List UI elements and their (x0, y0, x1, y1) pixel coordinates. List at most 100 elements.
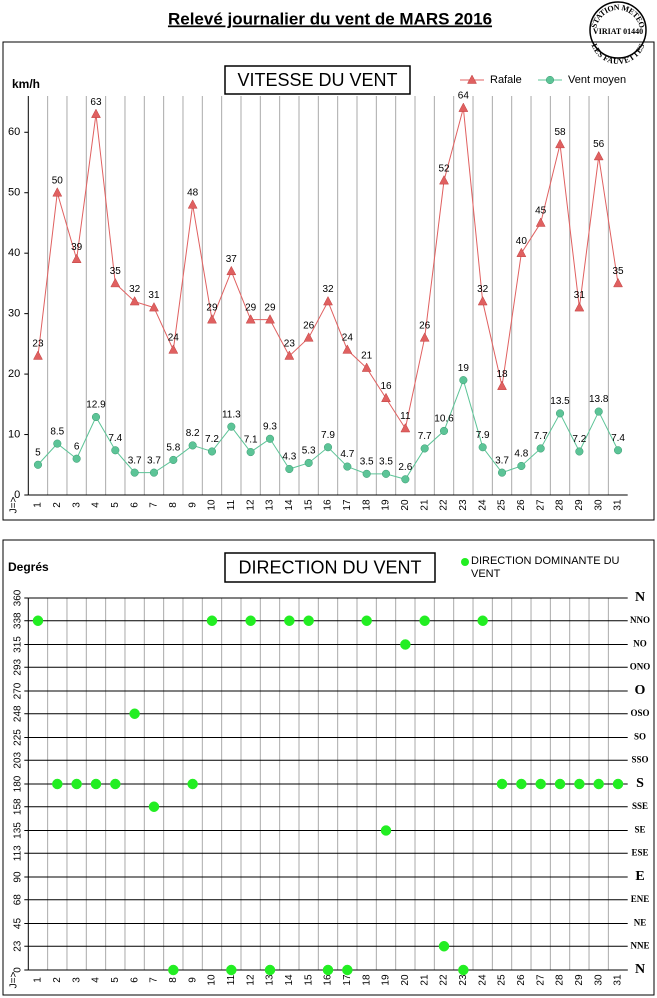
marker (111, 446, 120, 455)
marker (52, 778, 63, 790)
marker (323, 296, 333, 306)
marker (168, 344, 179, 354)
data-label: 3.7 (147, 455, 161, 466)
y-tick-label: 293 (13, 658, 24, 675)
data-label: 29 (245, 302, 257, 313)
data-label: 31 (574, 290, 586, 301)
marker (400, 422, 411, 433)
x-tick-label: 28 (555, 499, 566, 511)
data-label: 56 (593, 139, 605, 150)
x-tick-label: 16 (323, 974, 334, 986)
marker (342, 964, 353, 976)
data-label: 52 (438, 163, 450, 174)
marker (188, 441, 197, 450)
data-label: 3.5 (379, 456, 393, 467)
x-tick-label: 6 (129, 502, 140, 508)
x-axis-label: J=> (9, 972, 20, 989)
data-label: 32 (129, 284, 141, 295)
marker (265, 434, 275, 443)
marker (419, 332, 430, 342)
legend-label: Vent moyen (568, 74, 626, 86)
x-tick-label: 23 (458, 499, 469, 511)
marker (246, 448, 255, 457)
marker (362, 469, 371, 478)
marker (420, 444, 429, 453)
data-label: 13.5 (550, 396, 570, 407)
y2-tick-label: N (635, 962, 645, 977)
y2-tick-label: OSO (630, 708, 649, 718)
y-tick-label: 315 (13, 636, 24, 653)
marker (496, 778, 508, 790)
marker (110, 778, 121, 790)
marker (554, 778, 566, 790)
x-tick-label: 23 (458, 974, 469, 986)
marker (361, 362, 372, 372)
marker (419, 615, 430, 626)
data-label: 19 (458, 363, 470, 374)
stamp-circle (589, 1, 647, 59)
x-tick-label: 13 (265, 974, 276, 986)
marker (516, 247, 527, 257)
frame-1 (2, 41, 655, 521)
data-label: 29 (264, 302, 276, 313)
stamp-top-text: STATION METEO (589, 3, 647, 29)
y-tick-label: 158 (13, 798, 24, 815)
marker (187, 778, 198, 790)
data-label: 39 (71, 242, 83, 253)
y-tick-label: 180 (13, 775, 24, 792)
x-tick-label: 29 (574, 974, 585, 986)
y2-tick-label: NNE (630, 940, 649, 950)
marker (303, 332, 314, 342)
data-label: 4.8 (514, 449, 528, 460)
y-tick-label: 248 (13, 705, 24, 722)
x-tick-label: 22 (439, 974, 450, 986)
y2-tick-label: SSO (631, 754, 648, 764)
x-tick-label: 5 (110, 502, 121, 508)
x-tick-label: 31 (613, 974, 624, 986)
marker (342, 344, 353, 354)
x-tick-label: 19 (381, 499, 392, 511)
marker (129, 296, 140, 306)
x-tick-label: 19 (381, 974, 392, 986)
x-tick-label: 10 (207, 974, 218, 986)
marker (613, 446, 623, 455)
x-tick-label: 22 (439, 499, 450, 511)
marker (477, 615, 488, 626)
y-tick-label: 50 (8, 187, 20, 199)
stamp-mid: VIRIAT 01440 (593, 27, 643, 36)
data-label: 7.2 (205, 434, 219, 445)
data-label: 7.7 (534, 431, 548, 442)
data-label: 7.2 (572, 434, 586, 445)
x-tick-label: 7 (149, 977, 160, 983)
data-label: 5.3 (302, 446, 316, 457)
marker (458, 102, 469, 112)
marker (516, 778, 527, 790)
y-tick-label: 0 (14, 489, 20, 501)
x-tick-label: 24 (477, 499, 488, 511)
data-label: 29 (206, 302, 218, 313)
data-label: 7.9 (321, 430, 335, 441)
marker (129, 708, 140, 719)
data-label: 48 (187, 187, 199, 198)
y-tick-label: 338 (13, 612, 24, 629)
marker (459, 376, 468, 385)
marker (52, 187, 63, 197)
marker (574, 302, 585, 312)
y2-tick-label: E (635, 869, 644, 884)
marker (575, 447, 584, 456)
marker (545, 75, 555, 85)
marker (149, 468, 159, 477)
x-tick-label: 4 (91, 977, 102, 983)
x-tick-label: 8 (168, 977, 179, 983)
marker (148, 801, 160, 812)
marker (555, 409, 565, 418)
marker (207, 447, 217, 456)
x-tick-label: 7 (149, 502, 160, 508)
y2-tick-label: SSE (632, 801, 648, 811)
marker (245, 615, 256, 626)
chart-title: VITESSE DU VENT (237, 70, 397, 90)
marker (323, 443, 333, 452)
data-label: 5 (35, 447, 41, 458)
data-label: 26 (303, 320, 315, 331)
